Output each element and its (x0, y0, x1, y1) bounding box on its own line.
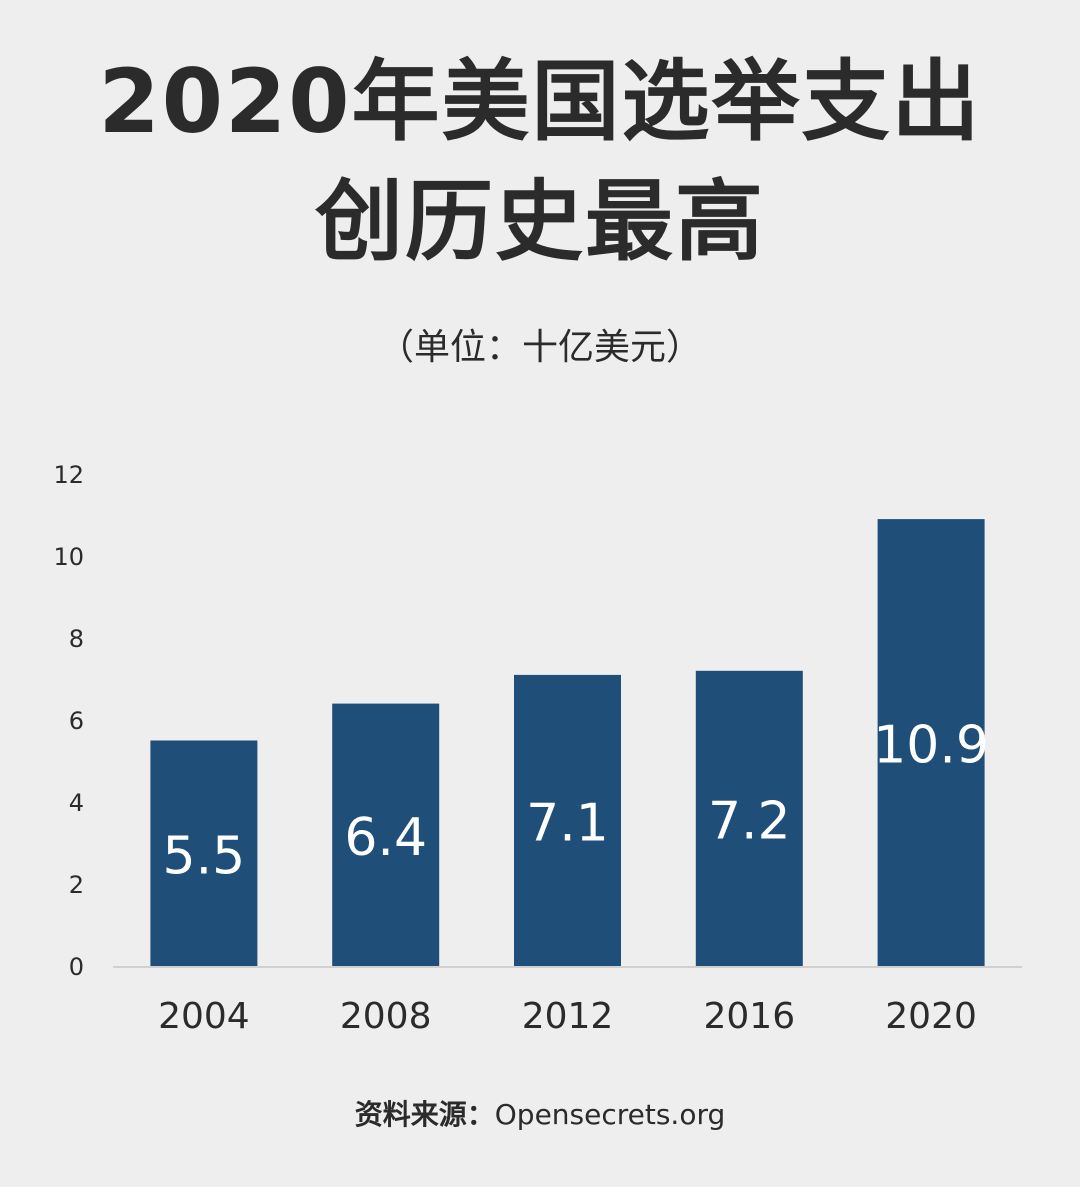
bar-value-label: 5.5 (163, 826, 246, 886)
y-tick-label: 8 (69, 625, 84, 653)
source-note: 资料来源：Opensecrets.org (0, 1101, 1080, 1129)
y-tick-label: 6 (69, 707, 84, 735)
x-tick-label: 2016 (703, 996, 795, 1037)
y-tick-label: 2 (69, 871, 84, 899)
x-tick-label: 2020 (885, 996, 977, 1037)
y-tick-label: 12 (53, 461, 84, 489)
bar-2020 (877, 519, 985, 966)
bar-value-label: 7.2 (708, 791, 791, 851)
x-tick-label: 2008 (340, 996, 432, 1037)
bar-2012 (514, 674, 621, 966)
bar-2016 (695, 670, 803, 966)
page-title-line-2: 创历史最高 (314, 170, 765, 273)
y-axis-ticks: 0 2 4 6 8 10 12 (53, 461, 84, 981)
bar-value-label: 6.4 (344, 808, 427, 868)
bar-2008 (332, 703, 440, 966)
y-tick-label: 10 (53, 543, 84, 571)
bar-value-label: 7.1 (526, 793, 609, 853)
y-tick-label: 0 (69, 953, 84, 981)
unit-subtitle: （单位：十亿美元） (377, 327, 702, 368)
x-tick-label: 2004 (158, 996, 250, 1037)
bar-value-label: 10.9 (873, 716, 989, 776)
x-tick-label: 2012 (522, 996, 614, 1037)
bar-2004 (150, 740, 258, 966)
y-tick-label: 4 (69, 789, 84, 817)
page-title-line-1: 2020年美国选举支出 (98, 50, 982, 153)
x-axis-ticks: 2004 2008 2012 2016 2020 (158, 996, 977, 1037)
source-label: 资料来源： (354, 1098, 495, 1131)
source-name: Opensecrets.org (494, 1098, 726, 1131)
bars: 5.5 6.4 7.1 7.2 10.9 (150, 519, 989, 966)
